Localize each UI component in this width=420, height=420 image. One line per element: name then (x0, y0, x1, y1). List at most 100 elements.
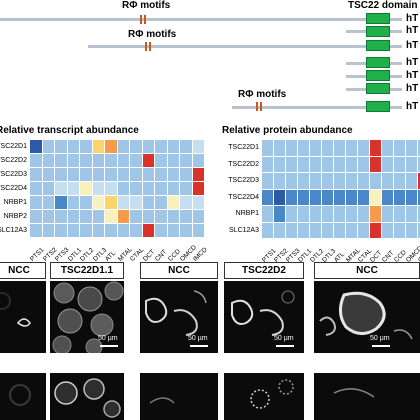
heatmap-cell (382, 156, 394, 173)
heatmap-cell (155, 154, 168, 168)
heatmap-cell (180, 210, 193, 224)
heatmap-cell (30, 140, 43, 154)
heatmap-cell (192, 224, 205, 238)
heatmap-column-label: CCD (166, 248, 182, 263)
protein-heatmap (262, 140, 420, 239)
heatmap-cell (286, 206, 298, 223)
heatmap-cell (155, 196, 168, 210)
heatmap-cell (180, 196, 193, 210)
heatmap-cell (130, 140, 143, 154)
heatmap-cell (394, 140, 406, 157)
heatmap-cell (394, 189, 406, 206)
motif-label: RΦ motifs (122, 0, 171, 11)
heatmap-cell (130, 210, 143, 224)
motif-marker (149, 42, 151, 51)
micrograph-tsc22d1: 50 µm (50, 281, 124, 353)
heatmap-column-label: CNT (154, 248, 169, 263)
heatmap-cell (298, 156, 310, 173)
heatmap-cell (322, 189, 334, 206)
image-header-tsc22d1: TSC22D1.1 (50, 262, 124, 279)
heatmap-cell (310, 222, 322, 239)
micrograph-tsc22d2 (224, 373, 304, 420)
heatmap-cell (167, 182, 180, 196)
heatmap-cell (262, 173, 274, 190)
scale-bar (100, 345, 118, 347)
heatmap-cell (155, 210, 168, 224)
heatmap-cell (192, 154, 205, 168)
heatmap-cell (155, 140, 168, 154)
image-header-ncc: NCC (140, 262, 218, 279)
heatmap-cell (346, 173, 358, 190)
motif-marker (260, 102, 262, 111)
heatmap-cell (142, 182, 155, 196)
tsc22-domain-box (366, 13, 390, 24)
heatmap-cell (92, 182, 105, 196)
micrograph-ncc: 50 µm (314, 281, 420, 353)
protein-isoform-bar (88, 45, 402, 48)
heatmap-cell (358, 173, 370, 190)
heatmap-cell (92, 210, 105, 224)
heatmap-cell (130, 224, 143, 238)
heatmap-cell (274, 140, 286, 157)
heatmap-cell (418, 206, 420, 223)
heatmap-cell (105, 224, 118, 238)
heatmap-cell (130, 154, 143, 168)
heatmap-cell (155, 182, 168, 196)
heatmap-cell (298, 140, 310, 157)
heatmap-cell (418, 140, 420, 157)
heatmap-cell (262, 222, 274, 239)
heatmap-cell (92, 154, 105, 168)
scale-bar (190, 345, 208, 347)
heatmap-cell (105, 210, 118, 224)
scale-label: 50 µm (98, 335, 118, 342)
heatmap-cell (30, 224, 43, 238)
heatmap-cell (418, 173, 420, 190)
heatmap-cell (334, 222, 346, 239)
micrograph-ncc (0, 373, 46, 420)
heatmap-cell (394, 173, 406, 190)
scale-label: 50 µm (188, 335, 208, 342)
heatmap-cell (167, 196, 180, 210)
transcript-heatmap (30, 140, 205, 238)
heatmap-cell (382, 222, 394, 239)
motif-label: RΦ motifs (238, 89, 287, 100)
heatmap-cell (274, 173, 286, 190)
heatmap-cell (334, 206, 346, 223)
heatmap-cell (310, 189, 322, 206)
heatmap-cell (322, 206, 334, 223)
heatmap-row-label: TSC22D4 (228, 193, 259, 201)
scale-bar (372, 345, 390, 347)
heatmap-cell (30, 196, 43, 210)
tsc22-domain-box (366, 57, 390, 68)
heatmap-cell (262, 189, 274, 206)
heatmap-cell (42, 224, 55, 238)
micrograph-ncc (314, 373, 420, 420)
heatmap-cell (80, 154, 93, 168)
motif-marker (140, 15, 142, 24)
heatmap-cell (92, 168, 105, 182)
heatmap-cell (310, 156, 322, 173)
isoform-label: hT (406, 57, 419, 68)
heatmap-cell (80, 168, 93, 182)
scale-label: 50 µm (370, 335, 390, 342)
heatmap-row-label: NRBP1 (3, 199, 27, 206)
heatmap-row-label: TSC22D4 (0, 185, 27, 192)
heatmap-cell (346, 156, 358, 173)
heatmap-cell (117, 140, 130, 154)
heatmap-cell (67, 182, 80, 196)
heatmap-cell (406, 189, 418, 206)
protein-isoform-bar (0, 18, 402, 21)
heatmap-cell (192, 182, 205, 196)
heatmap-cell (180, 224, 193, 238)
isoform-label: hT (406, 83, 419, 94)
heatmap-cell (105, 168, 118, 182)
transcript-heatmap-title: Relative transcript abundance (0, 125, 139, 136)
domain-title: TSC22 domain (348, 0, 418, 11)
heatmap-cell (406, 222, 418, 239)
heatmap-cell (298, 206, 310, 223)
heatmap-cell (406, 156, 418, 173)
tsc22-domain-box (366, 101, 390, 112)
heatmap-cell (67, 196, 80, 210)
isoform-label: hT (406, 101, 419, 112)
heatmap-cell (334, 140, 346, 157)
